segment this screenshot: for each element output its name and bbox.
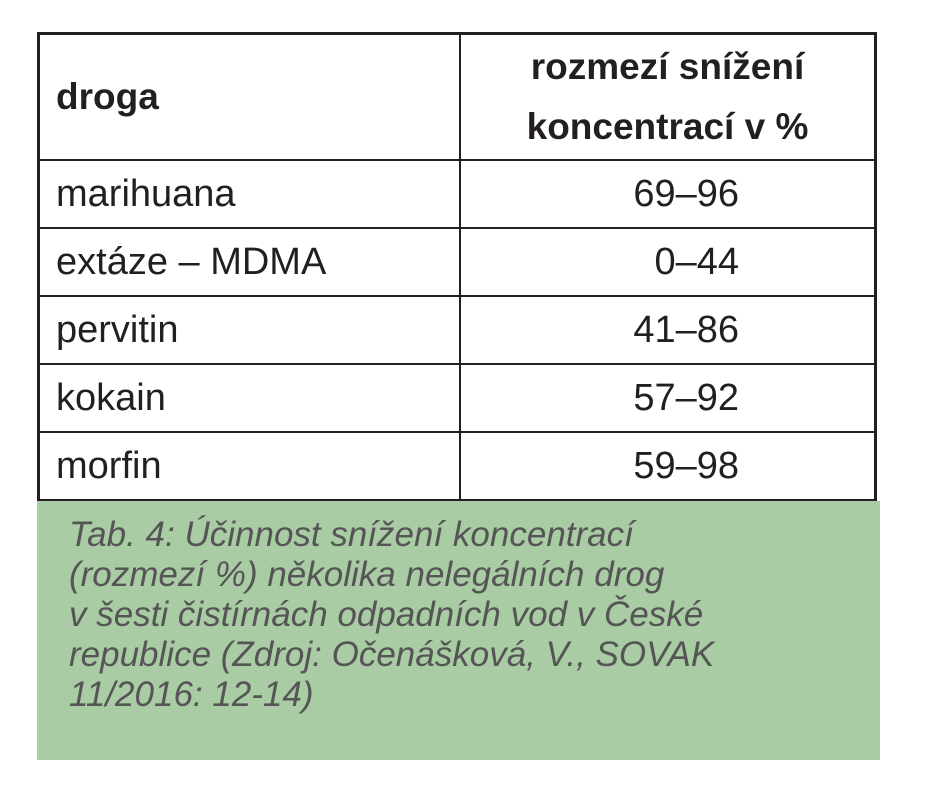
caption-line: (rozmezí %) několika nelegálních drog xyxy=(69,555,665,594)
drug-cell: marihuana xyxy=(37,159,461,229)
table-row: kokain 57–92 xyxy=(37,363,877,433)
table-row: marihuana 69–96 xyxy=(37,159,877,229)
caption-line: Tab. 4: Účinnost snížení koncentrací xyxy=(69,515,634,554)
caption: Tab. 4: Účinnost snížení koncentrací (roz… xyxy=(37,501,880,760)
table-row: morfin 59–98 xyxy=(37,431,877,502)
header-line: rozmezí snížení xyxy=(530,46,805,87)
caption-line: 11/2016: 12-14) xyxy=(69,675,314,714)
header-cell: rozmezí snížení koncentrací v % xyxy=(459,32,877,161)
range-cell: 57–92 xyxy=(459,363,877,433)
range-cell: 0–44 xyxy=(459,227,877,297)
drug-cell: morfin xyxy=(37,431,461,502)
drug-cell: extáze – MDMA xyxy=(37,227,461,297)
range-cell: 41–86 xyxy=(459,295,877,365)
caption-line: v šesti čistírnách odpadních vod v České xyxy=(69,595,704,634)
table: droga rozmezí snížení koncentrací v % ma… xyxy=(37,32,877,502)
drug-cell: pervitin xyxy=(37,295,461,365)
table-row: extáze – MDMA 0–44 xyxy=(37,227,877,297)
range-cell: 59–98 xyxy=(459,431,877,502)
table-row: pervitin 41–86 xyxy=(37,295,877,365)
header-cell: droga xyxy=(37,32,461,161)
range-cell: 69–96 xyxy=(459,159,877,229)
caption-line: republice (Zdroj: Očenášková, V., SOVAK xyxy=(69,635,715,674)
header-row: droga rozmezí snížení koncentrací v % xyxy=(37,32,877,161)
drug-cell: kokain xyxy=(37,363,461,433)
header-line: koncentrací v % xyxy=(526,106,809,147)
